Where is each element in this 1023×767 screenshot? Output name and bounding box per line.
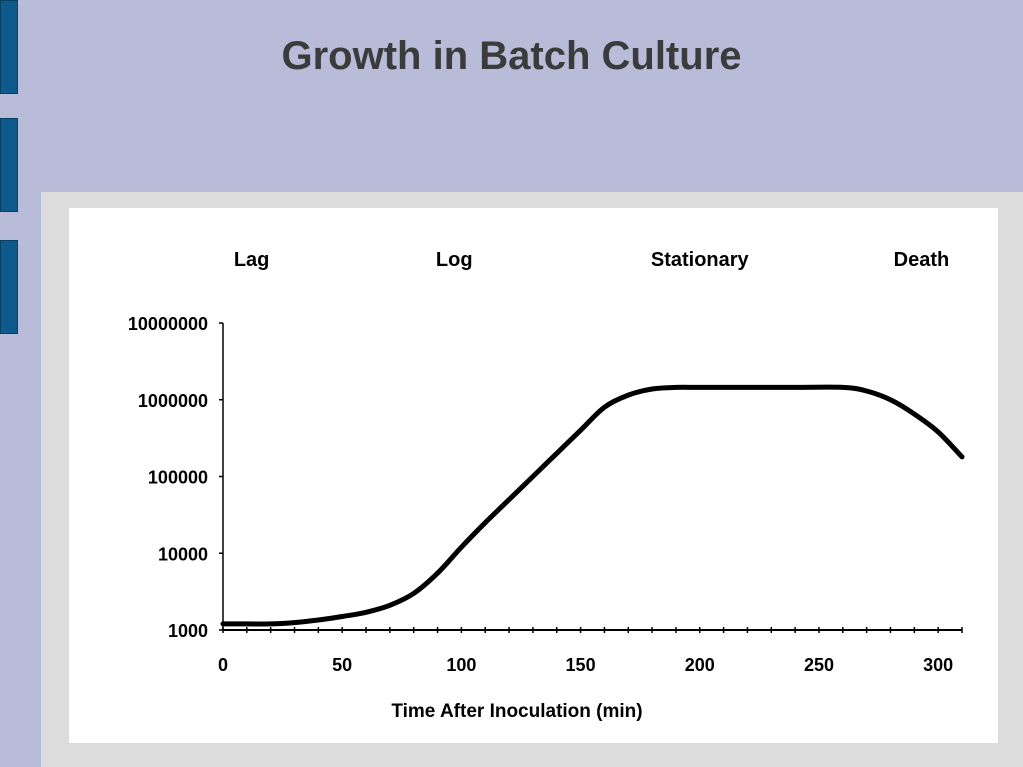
side-tab-3: [0, 240, 18, 334]
growth-curve: [220, 384, 965, 627]
x-tick-label: 300: [923, 655, 953, 675]
phase-label: Lag: [234, 249, 270, 271]
axes: 1000 10000 100000 1000000 10000000 0 50 100 150 2…: [128, 314, 963, 675]
x-tick-label: 50: [332, 655, 352, 675]
x-tick-label: 250: [804, 655, 834, 675]
phase-label: Stationary: [651, 249, 750, 271]
chart-panel: 1000 10000 100000 1000000 10000000 0 50 100 150 2…: [69, 208, 998, 743]
slide-title: Growth in Batch Culture: [281, 34, 742, 78]
y-tick-label: 10000000: [128, 314, 208, 334]
side-tab-1: [0, 0, 18, 94]
y-tick-label: 1000: [168, 621, 208, 641]
phase-labels: Lag Log Stationary Death: [234, 249, 949, 271]
side-tab-2: [0, 118, 18, 212]
x-tick-label: 200: [685, 655, 715, 675]
y-tick-label: 1000000: [138, 391, 208, 411]
x-tick-label: 100: [446, 655, 476, 675]
series: [220, 384, 965, 627]
phase-label: Log: [436, 249, 473, 271]
growth-chart: 1000 10000 100000 1000000 10000000 0 50 100 150 2…: [128, 249, 965, 722]
x-axis-label: Time After Inoculation (min): [391, 701, 642, 722]
y-tick-label: 10000: [158, 544, 208, 564]
y-tick-label: 100000: [148, 468, 208, 488]
x-tick-label: 150: [566, 655, 596, 675]
phase-label: Death: [894, 249, 950, 271]
x-tick-label: 0: [218, 655, 228, 675]
